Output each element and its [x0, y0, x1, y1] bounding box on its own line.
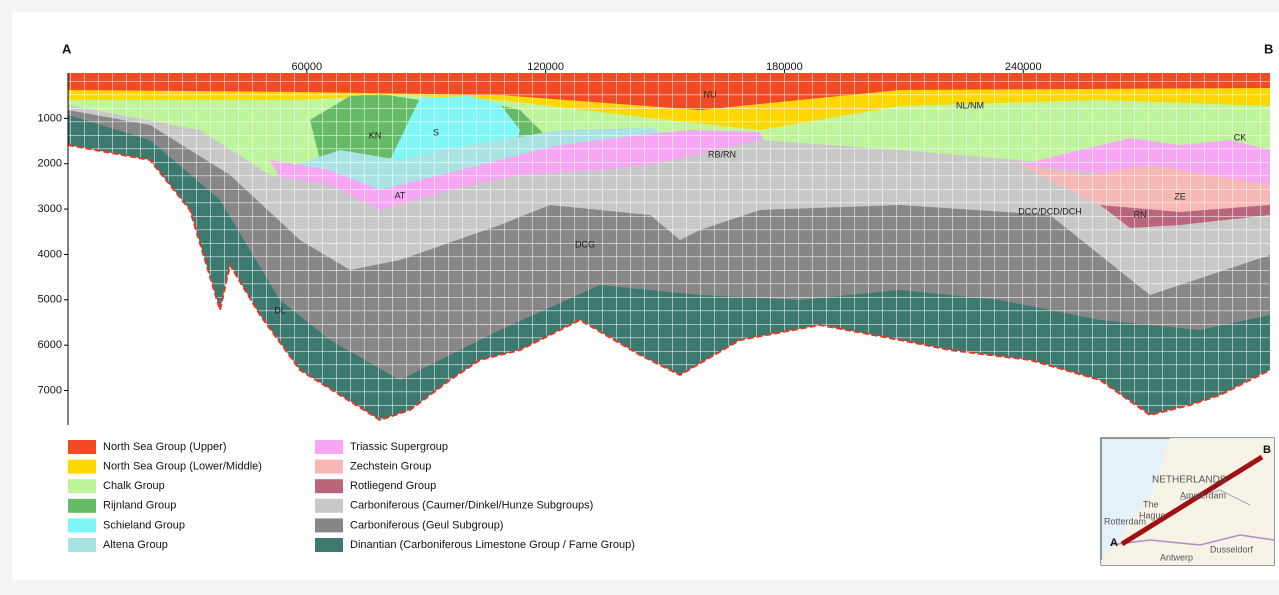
legend-label: Dinantian (Carboniferous Limestone Group…	[350, 539, 635, 551]
unit-label: RB/RN	[708, 149, 736, 159]
legend-label: Triassic Supergroup	[350, 441, 448, 453]
y-tick-label: 5000	[38, 294, 62, 306]
map-label: Antwerp	[1160, 552, 1193, 562]
base-line	[67, 144, 1271, 422]
map-label: The	[1143, 499, 1159, 509]
legend-swatch	[315, 459, 343, 474]
legend-label: North Sea Group (Upper)	[103, 441, 227, 453]
map-start-label: A	[1110, 537, 1118, 549]
map-label: Amsterdam	[1180, 490, 1226, 500]
map-label: Dusseldorf	[1210, 544, 1254, 554]
legend-label: Zechstein Group	[350, 461, 431, 473]
legend-swatch	[68, 518, 96, 533]
y-tick-label: 2000	[38, 158, 62, 170]
map-label: Rotterdam	[1104, 516, 1146, 526]
unit-label: DL	[274, 305, 286, 315]
y-tick-label: 7000	[38, 384, 62, 396]
legend-swatch	[315, 479, 343, 494]
legend-swatch	[68, 538, 96, 552]
x-tick-label: 240000	[1005, 61, 1042, 73]
legend-swatch	[68, 479, 96, 494]
unit-label: DCC/DCD/DCH	[1018, 206, 1082, 216]
unit-label: KN	[369, 130, 382, 140]
legend-swatch	[68, 459, 96, 474]
legend-swatch	[315, 440, 343, 454]
x-tick-label: 60000	[292, 61, 323, 73]
end-label: B	[1264, 41, 1273, 56]
unit-label: CK	[1234, 132, 1247, 142]
y-tick-label: 4000	[38, 248, 62, 260]
y-tick-label: 3000	[38, 203, 62, 215]
unit-label: AT	[395, 190, 406, 200]
unit-label: NU	[704, 89, 717, 99]
unit-label: NL/NM	[956, 100, 984, 110]
legend-label: Altena Group	[103, 539, 168, 551]
map-label: Hague	[1139, 510, 1166, 520]
cross-section	[67, 73, 1271, 427]
legend-label: Carboniferous (Caumer/Dinkel/Hunze Subgr…	[350, 500, 593, 512]
legend-label: Carboniferous (Geul Subgroup)	[350, 519, 503, 531]
map-end-label: B	[1263, 444, 1271, 456]
legend-swatch	[68, 498, 96, 513]
unit-label: ZE	[1174, 191, 1186, 201]
legend-swatch	[68, 440, 96, 454]
unit-label: RN	[1134, 209, 1147, 219]
y-tick-label: 1000	[38, 112, 62, 124]
legend-swatch	[315, 518, 343, 533]
map-land	[1101, 438, 1274, 565]
legend-label: Schieland Group	[103, 519, 185, 531]
unit-label: DCG	[575, 239, 595, 249]
legend-label: Rotliegend Group	[350, 480, 436, 492]
legend-label: North Sea Group (Lower/Middle)	[103, 461, 262, 473]
start-label: A	[62, 41, 72, 56]
legend-label: Rijnland Group	[103, 500, 176, 512]
legend-label: Chalk Group	[103, 480, 165, 492]
x-tick-label: 180000	[766, 61, 803, 73]
basement	[68, 145, 1270, 427]
legend-swatch	[315, 538, 343, 552]
x-tick-label: 120000	[527, 61, 564, 73]
legend-swatch	[315, 498, 343, 513]
map-label: NETHERLANDS	[1152, 475, 1227, 486]
unit-label: S	[433, 127, 439, 137]
y-tick-label: 6000	[38, 339, 62, 351]
